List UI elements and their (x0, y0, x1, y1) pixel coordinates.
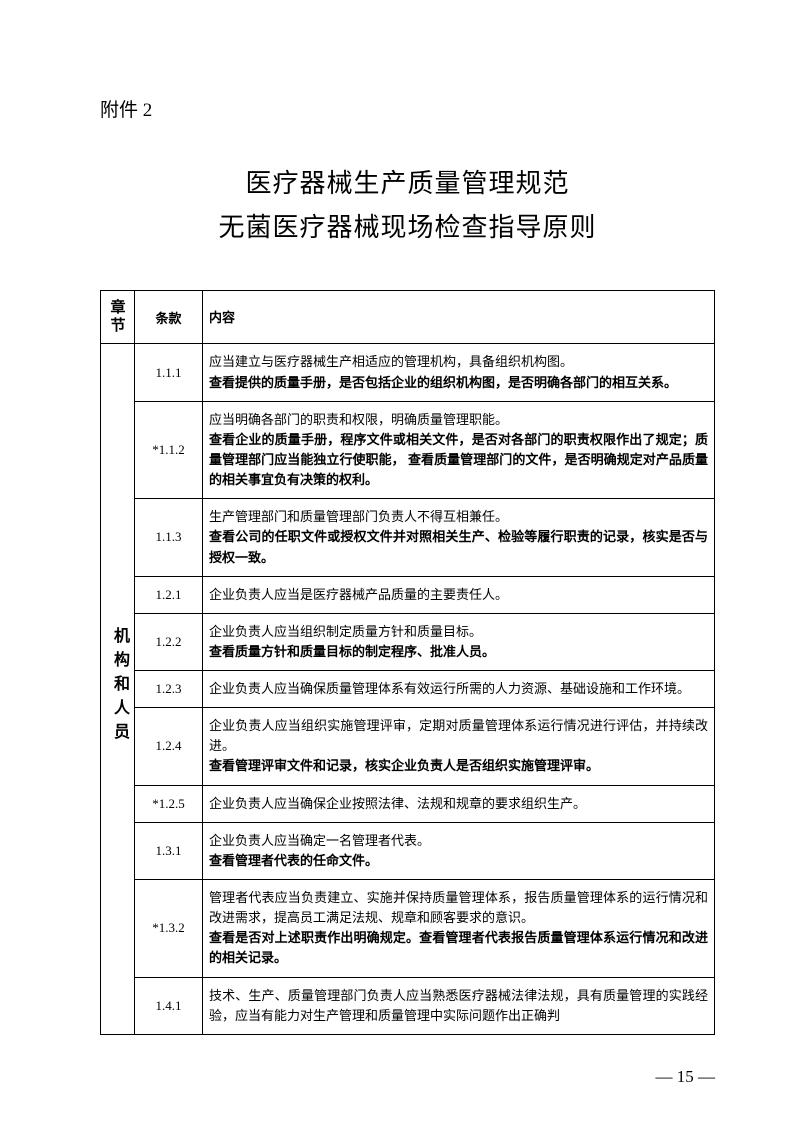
clause-cell: 1.2.1 (135, 576, 203, 613)
chapter-cell: 机构和人员 (101, 344, 135, 1035)
content-plain: 技术、生产、质量管理部门负责人应当熟悉医疗器械法律法规，具有质量管理的实践经验，… (209, 986, 708, 1026)
clause-cell: *1.2.5 (135, 785, 203, 822)
content-plain: 企业负责人应当确定一名管理者代表。 (209, 831, 708, 851)
table-row: 1.1.3生产管理部门和质量管理部门负责人不得互相兼任。查看公司的任职文件或授权… (101, 499, 715, 576)
content-cell: 企业负责人应当组织实施管理评审，定期对质量管理体系运行情况进行评估，并持续改进。… (203, 708, 715, 785)
content-bold: 查看提供的质量手册，是否包括企业的组织机构图，是否明确各部门的相互关系。 (209, 373, 708, 393)
attachment-label: 附件 2 (100, 95, 715, 122)
content-plain: 企业负责人应当确保企业按照法律、法规和规章的要求组织生产。 (209, 794, 708, 814)
table-row: 1.3.1企业负责人应当确定一名管理者代表。查看管理者代表的任命文件。 (101, 822, 715, 879)
content-cell: 企业负责人应当确保质量管理体系有效运行所需的人力资源、基础设施和工作环境。 (203, 671, 715, 708)
content-cell: 应当建立与医疗器械生产相适应的管理机构，具备组织机构图。查看提供的质量手册，是否… (203, 344, 715, 401)
content-cell: 企业负责人应当组织制定质量方针和质量目标。查看质量方针和质量目标的制定程序、批准… (203, 613, 715, 670)
content-bold: 查看是否对上述职责作出明确规定。查看管理者代表报告质量管理体系运行情况和改进的相… (209, 928, 708, 968)
title-line-1: 医疗器械生产质量管理规范 (100, 162, 715, 206)
table-row: 机构和人员1.1.1应当建立与医疗器械生产相适应的管理机构，具备组织机构图。查看… (101, 344, 715, 401)
content-cell: 企业负责人应当确定一名管理者代表。查看管理者代表的任命文件。 (203, 822, 715, 879)
title-line-2: 无菌医疗器械现场检查指导原则 (100, 206, 715, 250)
content-plain: 企业负责人应当是医疗器械产品质量的主要责任人。 (209, 585, 708, 605)
content-cell: 技术、生产、质量管理部门负责人应当熟悉医疗器械法律法规，具有质量管理的实践经验，… (203, 977, 715, 1034)
table-row: *1.1.2应当明确各部门的职责和权限，明确质量管理职能。查看企业的质量手册，程… (101, 401, 715, 499)
content-cell: 企业负责人应当是医疗器械产品质量的主要责任人。 (203, 576, 715, 613)
clause-cell: *1.1.2 (135, 401, 203, 499)
clause-cell: 1.2.3 (135, 671, 203, 708)
content-plain: 应当建立与医疗器械生产相适应的管理机构，具备组织机构图。 (209, 352, 708, 372)
chapter-label: 机构和人员 (107, 627, 131, 747)
clause-cell: 1.2.2 (135, 613, 203, 670)
content-plain: 应当明确各部门的职责和权限，明确质量管理职能。 (209, 410, 708, 430)
content-bold: 查看管理评审文件和记录，核实企业负责人是否组织实施管理评审。 (209, 756, 708, 776)
content-cell: 生产管理部门和质量管理部门负责人不得互相兼任。查看公司的任职文件或授权文件并对照… (203, 499, 715, 576)
table-row: 1.2.2企业负责人应当组织制定质量方针和质量目标。查看质量方针和质量目标的制定… (101, 613, 715, 670)
content-cell: 管理者代表应当负责建立、实施并保持质量管理体系，报告质量管理体系的运行情况和改进… (203, 880, 715, 978)
clause-cell: 1.4.1 (135, 977, 203, 1034)
content-cell: 应当明确各部门的职责和权限，明确质量管理职能。查看企业的质量手册，程序文件或相关… (203, 401, 715, 499)
content-bold: 查看企业的质量手册，程序文件或相关文件，是否对各部门的职责权限作出了规定；质量管… (209, 430, 708, 490)
content-cell: 企业负责人应当确保企业按照法律、法规和规章的要求组织生产。 (203, 785, 715, 822)
table-row: 1.2.4企业负责人应当组织实施管理评审，定期对质量管理体系运行情况进行评估，并… (101, 708, 715, 785)
content-bold: 查看管理者代表的任命文件。 (209, 851, 708, 871)
title-block: 医疗器械生产质量管理规范 无菌医疗器械现场检查指导原则 (100, 162, 715, 250)
content-plain: 生产管理部门和质量管理部门负责人不得互相兼任。 (209, 507, 708, 527)
clause-cell: 1.2.4 (135, 708, 203, 785)
content-plain: 管理者代表应当负责建立、实施并保持质量管理体系，报告质量管理体系的运行情况和改进… (209, 888, 708, 928)
content-plain: 企业负责人应当确保质量管理体系有效运行所需的人力资源、基础设施和工作环境。 (209, 679, 708, 699)
table-row: 1.4.1技术、生产、质量管理部门负责人应当熟悉医疗器械法律法规，具有质量管理的… (101, 977, 715, 1034)
table-row: *1.3.2管理者代表应当负责建立、实施并保持质量管理体系，报告质量管理体系的运… (101, 880, 715, 978)
clause-cell: 1.1.3 (135, 499, 203, 576)
table-row: *1.2.5 企业负责人应当确保企业按照法律、法规和规章的要求组织生产。 (101, 785, 715, 822)
table-row: 1.2.1 企业负责人应当是医疗器械产品质量的主要责任人。 (101, 576, 715, 613)
header-clause: 条款 (135, 291, 203, 344)
content-bold: 查看公司的任职文件或授权文件并对照相关生产、检验等履行职责的记录，核实是否与授权… (209, 527, 708, 567)
clause-cell: 1.3.1 (135, 822, 203, 879)
guidelines-table: 章节 条款 内容 机构和人员1.1.1应当建立与医疗器械生产相适应的管理机构，具… (100, 290, 715, 1035)
content-plain: 企业负责人应当组织实施管理评审，定期对质量管理体系运行情况进行评估，并持续改进。 (209, 716, 708, 756)
clause-cell: 1.1.1 (135, 344, 203, 401)
content-bold: 查看质量方针和质量目标的制定程序、批准人员。 (209, 642, 708, 662)
page-number: — 15 — (656, 1067, 716, 1087)
header-chapter: 章节 (101, 291, 135, 344)
content-plain: 企业负责人应当组织制定质量方针和质量目标。 (209, 622, 708, 642)
table-row: 1.2.3 企业负责人应当确保质量管理体系有效运行所需的人力资源、基础设施和工作环… (101, 671, 715, 708)
table-header-row: 章节 条款 内容 (101, 291, 715, 344)
header-content: 内容 (203, 291, 715, 344)
clause-cell: *1.3.2 (135, 880, 203, 978)
